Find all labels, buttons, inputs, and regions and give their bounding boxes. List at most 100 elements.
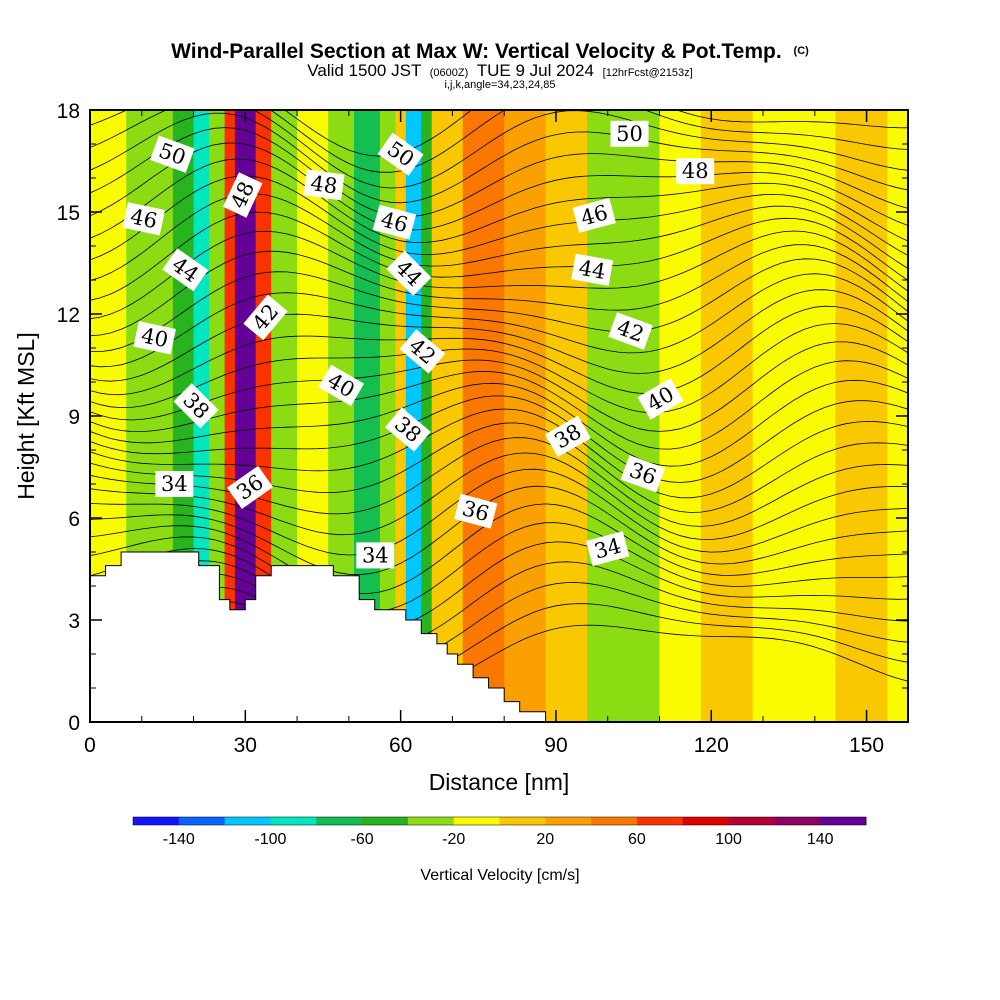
colorbar-swatch-15 (820, 817, 867, 825)
y-tick-label: 12 (57, 304, 80, 327)
svg-text:34: 34 (362, 543, 389, 567)
colorbar-swatch-9 (545, 817, 592, 825)
colorbar-swatch-11 (636, 817, 684, 825)
w-band-23 (752, 110, 837, 722)
theta-line-18 (90, 305, 908, 396)
colorbar-swatch-6 (407, 817, 455, 825)
theta-line-21 (90, 258, 908, 353)
contour-label-20: 50 (610, 120, 649, 147)
theta-line-31 (90, 110, 908, 189)
colorbar-tick-label: -20 (442, 831, 465, 848)
contour-label-6: 50 (149, 135, 195, 173)
colorbar-swatch-8 (499, 817, 546, 825)
y-tick-label: 9 (68, 406, 80, 429)
subtitle-utc: (0600Z) (430, 67, 469, 79)
y-tick-label: 18 (57, 100, 80, 123)
colorbar-swatch-0 (133, 817, 180, 825)
y-tick-label: 15 (57, 202, 80, 225)
theta-line-32 (90, 110, 908, 173)
contour-label-19: 34 (585, 531, 630, 567)
x-tick-label: 120 (694, 734, 729, 757)
colorbar-swatch-2 (224, 817, 271, 825)
theta-line-29 (90, 127, 908, 217)
colorbar-swatch-5 (362, 817, 409, 825)
svg-text:34: 34 (161, 472, 188, 496)
colorbar-tick-label: 20 (536, 831, 554, 848)
theta-line-28 (90, 142, 908, 231)
theta-line-23 (90, 230, 908, 320)
subtitle-forecast: [12hrFcst@2153z] (603, 67, 693, 79)
svg-text:Valid 1500 JST (0600Z): Valid 1500 JST (0600Z) TUE 9 Jul 2024 [1… (307, 61, 692, 80)
theta-line-27 (90, 158, 908, 244)
chart-header: Wind-Parallel Section at Max W: Vertical… (171, 40, 809, 91)
theta-line-24 (90, 211, 908, 301)
theta-line-15 (90, 360, 908, 450)
svg-text:50: 50 (616, 122, 643, 146)
theta-line-3 (90, 560, 908, 647)
x-tick-label: 0 (84, 734, 96, 757)
theta-line-1 (90, 586, 908, 678)
contour-label-11: 34 (356, 542, 395, 569)
w-band-12 (379, 110, 396, 722)
colorbar-swatch-4 (316, 817, 363, 825)
contour-label-13: 46 (372, 204, 417, 240)
w-band-5 (224, 110, 236, 722)
theta-line-2 (90, 573, 908, 663)
theta-line-17 (90, 323, 908, 414)
theta-line-12 (90, 408, 908, 499)
colorbar-swatch-1 (178, 817, 226, 825)
svg-text:46: 46 (128, 204, 159, 233)
theta-line-8 (90, 468, 908, 556)
w-band-16 (431, 110, 464, 722)
x-axis-title: Distance [nm] (429, 769, 570, 795)
theta-line-7 (90, 485, 908, 576)
chart-title: Wind-Parallel Section at Max W: Vertical… (171, 40, 782, 63)
theta-line-25 (90, 193, 908, 282)
theta-line-33 (284, 110, 908, 157)
w-band-24 (835, 110, 888, 722)
w-band-18 (504, 110, 547, 722)
subtitle-valid: Valid 1500 JST (307, 61, 421, 80)
theta-line-10 (90, 437, 908, 527)
colorbar-title: Vertical Velocity [cm/s] (420, 867, 579, 884)
contour-label-21: 48 (676, 158, 715, 185)
y-axis-title: Height [Kft MSL] (13, 332, 39, 499)
grid-info: i,j,k,angle=34,23,24,85 (444, 79, 555, 91)
terrain-mask (90, 551, 780, 722)
colorbar-swatch-13 (728, 817, 775, 825)
theta-line-5 (90, 522, 908, 613)
theta-line-9 (90, 452, 908, 540)
contour-label-9: 48 (303, 169, 345, 201)
theta-line-11 (90, 422, 908, 513)
contour-label-0: 34 (155, 471, 194, 497)
colorbar-swatch-3 (270, 817, 317, 825)
colorbar-tick-label: -60 (351, 831, 374, 848)
theta-line-16 (90, 341, 908, 432)
contour-label-22: 46 (572, 197, 617, 233)
colorbar-swatch-14 (774, 817, 821, 825)
x-tick-label: 90 (544, 734, 567, 757)
w-band-19 (545, 110, 588, 722)
svg-text:Wind-Parallel Section at Max W: Wind-Parallel Section at Max W: Vertical… (171, 40, 809, 63)
y-tick-label: 0 (68, 712, 80, 735)
theta-line-14 (90, 379, 908, 467)
x-tick-label: 60 (389, 734, 412, 757)
x-tick-label: 150 (849, 734, 884, 757)
contour-label-5: 46 (122, 202, 166, 236)
theta-line-6 (90, 503, 908, 594)
plot-area (90, 110, 908, 722)
w-band-15 (421, 110, 433, 722)
theta-line-19 (90, 289, 908, 382)
colorbar-tick-label: -140 (163, 831, 195, 848)
colorbar-swatch-10 (591, 817, 638, 825)
colorbar-tick-label: 100 (715, 831, 742, 848)
colorbar-tick-label: 140 (807, 831, 834, 848)
y-tick-label: 3 (68, 610, 80, 633)
theta-line-20 (90, 273, 908, 368)
svg-text:48: 48 (682, 159, 709, 183)
contour-label-17: 36 (453, 493, 498, 529)
theta-line-4 (90, 541, 908, 630)
colorbar-tick-label: 60 (628, 831, 646, 848)
